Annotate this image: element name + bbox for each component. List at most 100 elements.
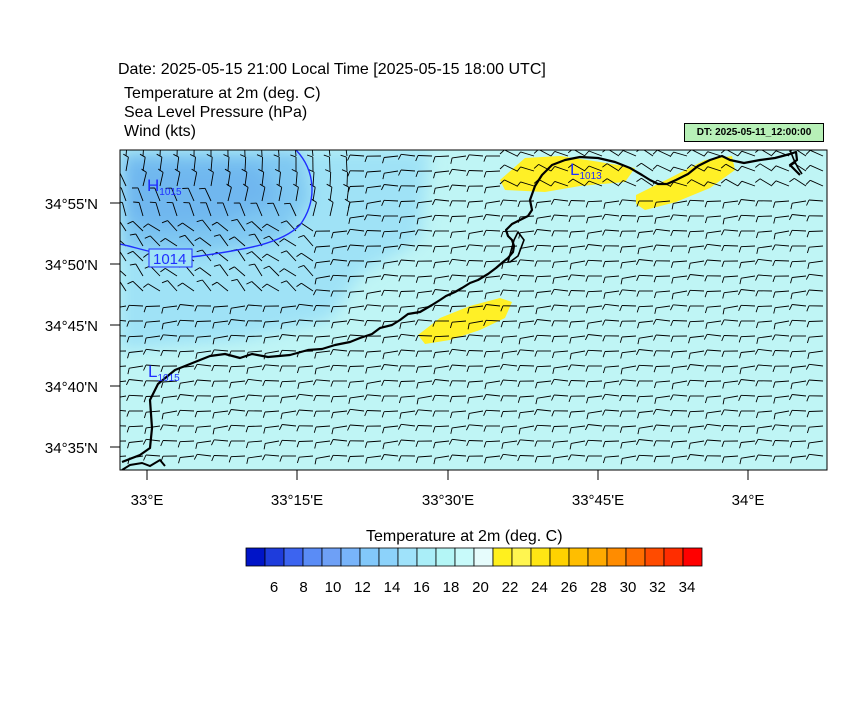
- wind-barb: [416, 200, 433, 209]
- wind-barb: [240, 154, 247, 172]
- colorbar-tick-label: 16: [413, 579, 430, 596]
- wind-barb: [449, 215, 467, 223]
- wind-barb: [296, 440, 314, 448]
- wind-barb: [636, 395, 654, 403]
- wind-barb: [399, 320, 416, 329]
- wind-barb: [602, 260, 620, 268]
- wind-barb: [652, 150, 671, 157]
- wind-barb: [687, 199, 705, 206]
- wind-barb: [450, 335, 467, 344]
- wind-barb: [551, 440, 569, 449]
- wind-barb: [246, 221, 263, 232]
- wind-barb: [789, 319, 807, 326]
- wind-barb: [466, 290, 484, 298]
- wind-barb: [569, 260, 586, 270]
- wind-barb: [585, 200, 603, 208]
- wind-barb: [194, 305, 212, 312]
- wind-barb: [654, 395, 671, 404]
- wind-barb: [228, 455, 246, 463]
- wind-barb: [433, 185, 450, 195]
- wind-barb: [262, 305, 280, 313]
- wind-barb: [603, 200, 620, 209]
- wind-barb: [771, 244, 790, 251]
- wind-barb: [755, 395, 773, 403]
- wind-barb: [499, 273, 518, 280]
- wind-barb: [602, 229, 620, 236]
- wind-barb: [364, 260, 382, 268]
- wind-barb: [789, 409, 807, 416]
- wind-barb: [120, 440, 127, 442]
- colorbar-swatch: [492, 547, 513, 567]
- wind-barb: [756, 245, 773, 254]
- wind-barb: [126, 304, 144, 311]
- wind-barb: [313, 335, 331, 343]
- low-symbol-sw: L: [148, 362, 157, 381]
- wind-barb: [652, 408, 671, 415]
- wind-barb: [213, 234, 229, 247]
- wind-barb: [704, 365, 722, 372]
- wind-barb: [518, 320, 535, 329]
- wind-barb: [501, 350, 518, 359]
- wind-barb: [364, 440, 382, 448]
- wind-barb: [365, 185, 382, 194]
- wind-barb: [432, 230, 449, 237]
- wind-barb: [279, 238, 297, 247]
- wind-barb: [618, 150, 637, 157]
- wind-barb: [416, 380, 433, 389]
- wind-barb: [449, 454, 467, 461]
- wind-barb: [551, 260, 569, 269]
- wind-barb: [347, 244, 365, 251]
- wind-barb: [670, 425, 688, 433]
- colorbar-swatch: [283, 547, 304, 567]
- wind-barb: [194, 320, 212, 328]
- wind-barb: [448, 438, 467, 445]
- wind-barb: [465, 334, 484, 341]
- wind-barb: [139, 153, 146, 172]
- wind-barb: [636, 454, 654, 461]
- wind-barb: [773, 305, 790, 314]
- map-date-title: Date: 2025-05-15 21:00 Local Time [2025-…: [118, 61, 546, 78]
- wind-barb: [120, 305, 127, 308]
- wind-barb: [291, 168, 298, 187]
- wind-barb: [805, 150, 824, 157]
- wind-barb: [280, 305, 297, 314]
- colorbar-swatch: [568, 547, 589, 567]
- wind-barb: [127, 365, 144, 375]
- wind-barb: [721, 440, 739, 448]
- wind-barb: [364, 425, 382, 433]
- wind-barb: [721, 455, 739, 463]
- wind-barb: [143, 305, 161, 313]
- wind-barb: [688, 425, 705, 434]
- wind-barb: [347, 154, 365, 161]
- wind-barb: [120, 220, 127, 232]
- wind-barb: [212, 425, 229, 435]
- wind-barb: [806, 425, 824, 434]
- wind-barb: [534, 455, 552, 463]
- wind-barb: [484, 380, 501, 390]
- wind-barb: [602, 275, 620, 284]
- wind-barb: [365, 365, 382, 374]
- wind-barb: [432, 335, 450, 343]
- wind-barb: [687, 230, 705, 238]
- wind-barb: [534, 334, 552, 341]
- wind-barb: [602, 335, 620, 342]
- wind-barb: [432, 245, 450, 253]
- lon-tick-label: 33°15'E: [271, 492, 323, 509]
- wind-barb: [806, 199, 824, 206]
- wind-barb: [415, 350, 433, 358]
- wind-barb: [229, 395, 246, 405]
- wind-barb: [788, 214, 807, 221]
- wind-barb: [398, 455, 416, 462]
- wind-barb: [686, 274, 705, 281]
- wind-barb: [263, 440, 280, 450]
- wind-barb: [773, 410, 790, 420]
- wind-barb: [652, 318, 671, 325]
- wind-barb: [296, 252, 314, 262]
- wind-barb: [233, 202, 246, 217]
- wind-barb: [397, 333, 416, 340]
- wind-barb: [790, 365, 807, 374]
- wind-barb: [195, 350, 212, 359]
- wind-barb: [636, 305, 654, 313]
- colorbar-swatch: [549, 547, 570, 567]
- wind-barb: [465, 244, 484, 251]
